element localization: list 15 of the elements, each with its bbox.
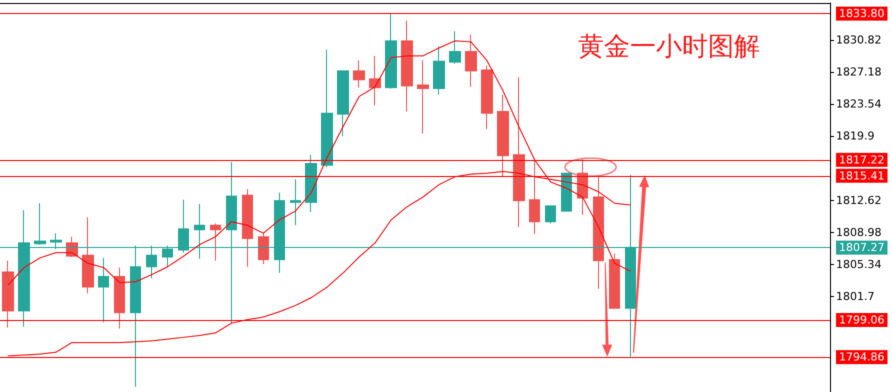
y-tick-label: 1808.98 — [836, 226, 882, 240]
ref-line-label: 1833.80 — [839, 7, 884, 20]
y-tick-label: 1830.82 — [836, 33, 882, 46]
ref-line-label: 1807.27 — [839, 241, 884, 254]
y-tick-label: 1801.7 — [836, 290, 874, 304]
ref-line-label: 1799.06 — [839, 314, 884, 327]
annotation: 黄金一小时图解 — [578, 32, 760, 62]
y-tick-label: 1819.9 — [836, 130, 874, 143]
ref-line-label: 1794.86 — [839, 350, 884, 364]
ref-line-label: 1815.41 — [839, 169, 884, 182]
y-tick-label: 1812.62 — [836, 194, 882, 207]
y-tick-label: 1805.34 — [836, 258, 882, 272]
ref-line-label: 1817.22 — [839, 153, 884, 166]
y-tick-label: 1827.18 — [836, 65, 882, 78]
y-tick-label: 1823.54 — [836, 98, 882, 111]
